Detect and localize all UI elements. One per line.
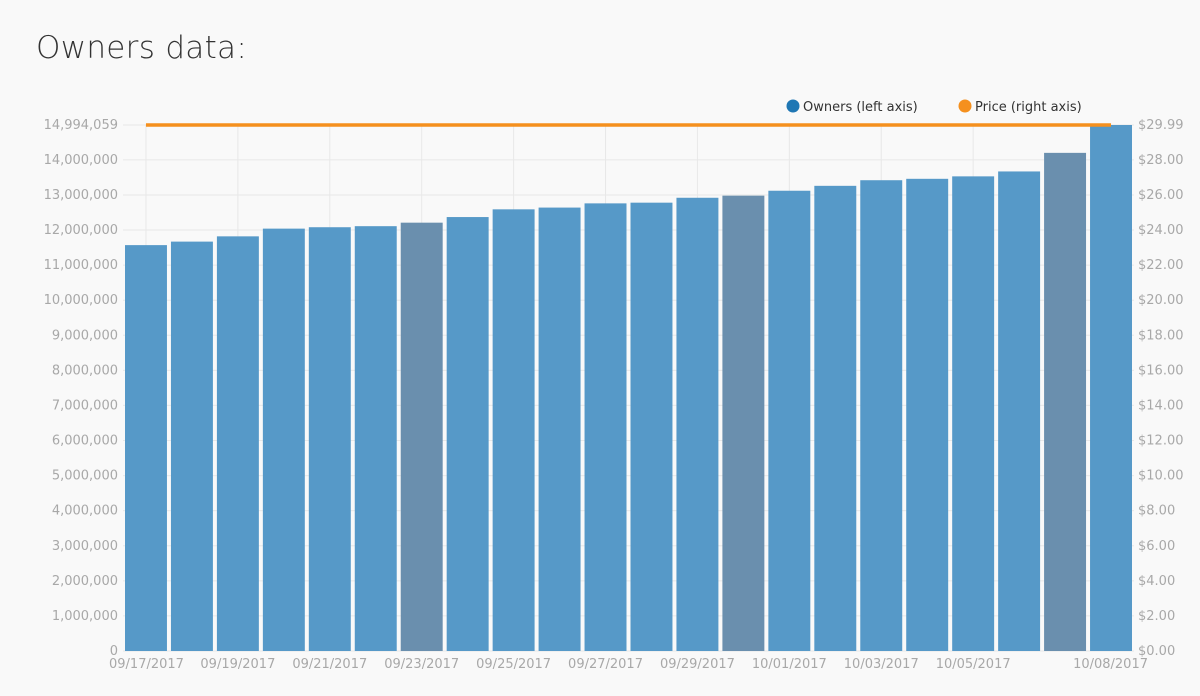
left-axis-tick-label: 3,000,000 xyxy=(52,539,118,554)
left-axis-tick-label: 6,000,000 xyxy=(52,434,118,449)
right-axis-tick-label: $28.00 xyxy=(1138,153,1184,168)
x-axis-tick-label: 09/21/2017 xyxy=(292,657,367,672)
right-axis-tick-label: $6.00 xyxy=(1138,539,1175,554)
owners-bar xyxy=(814,185,857,651)
x-axis-tick-label: 09/17/2017 xyxy=(109,657,184,672)
owners-bar xyxy=(584,203,627,651)
x-axis-tick-label: 09/25/2017 xyxy=(476,657,551,672)
owners-bar xyxy=(768,190,811,651)
owners-bar xyxy=(952,176,995,651)
owners-bar xyxy=(676,197,719,651)
owners-bar xyxy=(998,171,1041,651)
owners-bar xyxy=(170,241,213,651)
left-axis-tick-label: 14,994,059 xyxy=(44,118,118,133)
owners-bar xyxy=(630,202,673,652)
left-axis-tick-label: 14,000,000 xyxy=(44,153,118,168)
legend: Owners (left axis) Price (right axis) xyxy=(786,99,1082,115)
legend-marker-price xyxy=(958,99,972,113)
left-axis-tick-label: 4,000,000 xyxy=(52,504,118,519)
owners-bar xyxy=(125,245,167,651)
x-axis-tick-label: 09/19/2017 xyxy=(200,657,275,672)
owners-bar xyxy=(216,236,259,651)
owners-bar xyxy=(1090,125,1132,651)
owners-bar xyxy=(400,222,443,651)
x-axis-tick-label: 10/05/2017 xyxy=(936,657,1011,672)
x-axis-tick-label: 09/27/2017 xyxy=(568,657,643,672)
right-axis-tick-label: $10.00 xyxy=(1138,469,1184,484)
legend-label-owners: Owners (left axis) xyxy=(803,100,918,115)
right-axis-tick-label: $16.00 xyxy=(1138,363,1184,378)
right-axis-tick-label: $0.00 xyxy=(1138,644,1175,659)
right-axis-tick-label: $2.00 xyxy=(1138,609,1175,624)
right-axis-tick-label: $24.00 xyxy=(1138,223,1184,238)
left-axis: 0 1,000,000 2,000,000 3,000,000 4,000,000 5,0… xyxy=(44,118,118,659)
legend-marker-owners xyxy=(786,99,800,113)
left-axis-tick-label: 13,000,000 xyxy=(44,188,118,203)
left-axis-tick-label: 1,000,000 xyxy=(52,609,118,624)
right-axis-tick-label: $18.00 xyxy=(1138,328,1184,343)
owners-bar xyxy=(860,180,903,651)
owners-bar xyxy=(538,207,581,651)
x-axis-tick-label: 10/03/2017 xyxy=(844,657,919,672)
owners-bar xyxy=(492,209,535,651)
left-axis-tick-label: 0 xyxy=(110,644,118,659)
owners-bar xyxy=(354,226,397,651)
page-title: Owners data: xyxy=(36,30,248,66)
x-axis-tick-label: 10/08/2017 xyxy=(1073,657,1148,672)
right-axis-tick-label: $26.00 xyxy=(1138,188,1184,203)
left-axis-tick-label: 8,000,000 xyxy=(52,363,118,378)
left-axis-tick-label: 7,000,000 xyxy=(52,398,118,413)
left-axis-tick-label: 2,000,000 xyxy=(52,574,118,589)
right-axis: $0.00 $2.00 $4.00 $6.00 $8.00 $10.00 $12.00 $14… xyxy=(1138,118,1184,659)
right-axis-tick-label: $29.99 xyxy=(1138,118,1184,133)
left-axis-tick-label: 10,000,000 xyxy=(44,293,118,308)
legend-label-price: Price (right axis) xyxy=(975,100,1082,115)
left-axis-tick-label: 5,000,000 xyxy=(52,469,118,484)
owners-bar xyxy=(446,217,489,651)
owners-bar xyxy=(1044,152,1087,652)
right-axis-tick-label: $4.00 xyxy=(1138,574,1175,589)
right-axis-tick-label: $8.00 xyxy=(1138,504,1175,519)
owners-bars xyxy=(125,125,1132,652)
owners-bar xyxy=(308,227,351,652)
left-axis-tick-label: 9,000,000 xyxy=(52,328,118,343)
x-axis-tick-label: 09/29/2017 xyxy=(660,657,735,672)
x-axis-tick-label: 09/23/2017 xyxy=(384,657,459,672)
x-axis-tick-label: 10/01/2017 xyxy=(752,657,827,672)
right-axis-tick-label: $12.00 xyxy=(1138,434,1184,449)
left-axis-tick-label: 12,000,000 xyxy=(44,223,118,238)
owners-bar xyxy=(906,178,949,651)
right-axis-tick-label: $20.00 xyxy=(1138,293,1184,308)
left-axis-tick-label: 11,000,000 xyxy=(44,258,118,273)
x-axis: 09/17/2017 09/19/2017 09/21/2017 09/23/2017… xyxy=(109,657,1148,672)
owners-bar xyxy=(722,195,765,652)
owners-bar xyxy=(262,228,305,651)
right-axis-tick-label: $22.00 xyxy=(1138,258,1184,273)
right-axis-tick-label: $14.00 xyxy=(1138,398,1184,413)
